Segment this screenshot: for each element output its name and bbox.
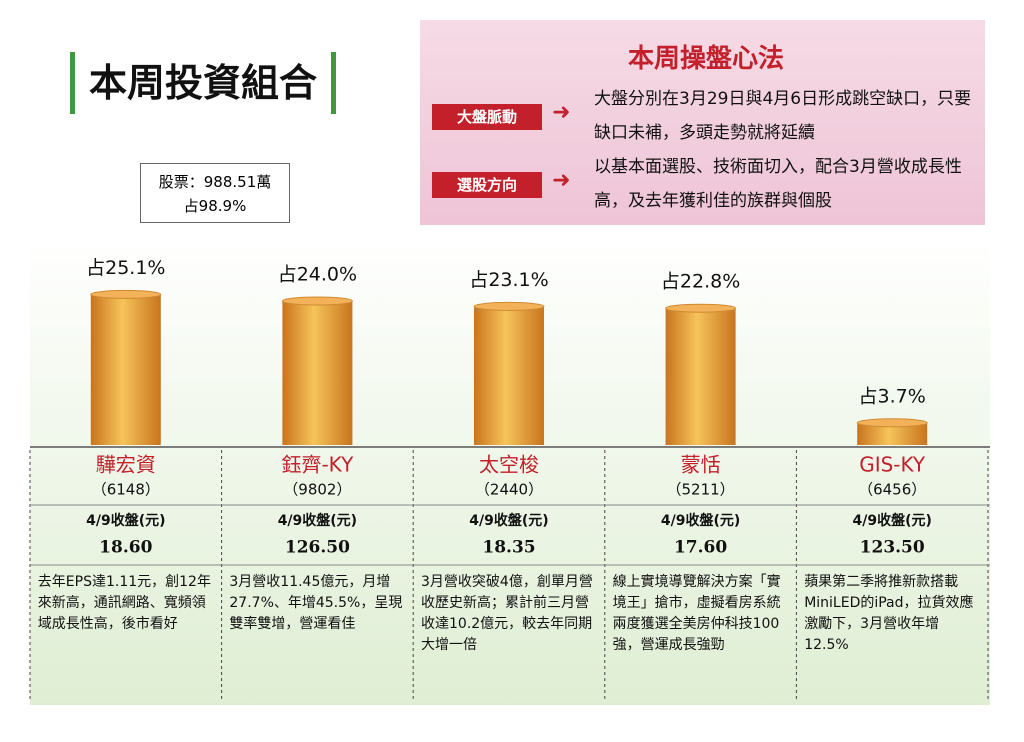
value-label: 占22.8% (661, 271, 740, 293)
strategy-text: 大盤分別在3月29日與4月6日形成跳空缺口，只要缺口未補，多頭走勢就將延續 (594, 89, 972, 143)
bar-body (857, 422, 928, 445)
stock-code: （5211） (667, 481, 735, 499)
price: 126.50 (285, 538, 350, 558)
stock-note: 蘋果第二季將推新款搭載 MiniLED的iPad，拉貨效應激勵下，3月營收年增1… (804, 574, 974, 653)
stock-code: （6148） (92, 481, 160, 499)
stock-code: （2440） (475, 481, 543, 499)
price-label: 4/9收盤(元) (278, 512, 357, 529)
price-label: 4/9收盤(元) (661, 512, 740, 529)
price: 123.50 (860, 538, 925, 558)
bar-top (473, 301, 545, 311)
bar (281, 296, 353, 445)
stock-note: 3月營收突破4億，創單月營收歷史新高；累計前三月營收達10.2億元，較去年同期大… (421, 574, 593, 653)
value-label: 占25.1% (86, 257, 165, 279)
strategy-text: 以基本面選股、技術面切入，配合3月營收成長性高，及去年獲利佳的族群與個股 (594, 157, 962, 211)
bar (856, 418, 928, 445)
holdings-line: 股票：988.51萬 (158, 173, 272, 191)
bar-top (90, 289, 162, 299)
strategy-title: 本周操盤心法 (628, 44, 785, 74)
bar-body (474, 306, 544, 445)
price-label: 4/9收盤(元) (469, 512, 548, 529)
bar (473, 301, 545, 445)
stock-note: 去年EPS達1.11元，創12年來新高，通訊網路、寬頻領域成長性高，後市看好 (37, 574, 211, 632)
bar-top (665, 303, 737, 313)
arrow: ➜ (552, 100, 571, 125)
strategy-label: 大盤脈動 (432, 104, 542, 130)
category-label: GIS-KY (859, 453, 926, 477)
bar-top (856, 418, 928, 428)
bar-body (282, 301, 353, 445)
stock-code: （6456） (858, 481, 926, 499)
value-label: 占23.1% (469, 269, 548, 291)
bar-body (665, 308, 736, 445)
value-label: 占24.0% (278, 264, 357, 286)
title: 本周投資組合 (70, 52, 337, 114)
price: 17.60 (674, 538, 727, 558)
bar-body (90, 294, 161, 445)
category-label: 太空梭 (479, 453, 539, 477)
holdings: 股票：988.51萬 占98.9% (140, 163, 290, 223)
bar-top (281, 296, 353, 306)
price: 18.60 (99, 538, 152, 558)
bar (90, 289, 162, 445)
category-label: 驊宏資 (96, 453, 156, 477)
price-label: 4/9收盤(元) (852, 512, 931, 529)
value-label: 占3.7% (859, 385, 926, 407)
stock-note: 線上實境導覽解決方案「實境王」搶市，虛擬看房系統兩度獲選全美房仲科技100強，營… (612, 574, 781, 653)
category-label: 蒙恬 (681, 453, 721, 477)
holdings-line: 占98.9% (183, 197, 247, 215)
arrow: ➜ (552, 168, 571, 193)
strategy-label: 選股方向 (432, 172, 542, 198)
category-label: 鈺齊-KY (281, 453, 354, 477)
price: 18.35 (482, 538, 535, 558)
stock-code: （9802） (283, 481, 351, 499)
bar (665, 303, 737, 445)
stock-note: 3月營收11.45億元，月增27.7%、年增45.5%，呈現雙率雙增，營運看佳 (229, 574, 403, 632)
price-label: 4/9收盤(元) (86, 512, 165, 529)
